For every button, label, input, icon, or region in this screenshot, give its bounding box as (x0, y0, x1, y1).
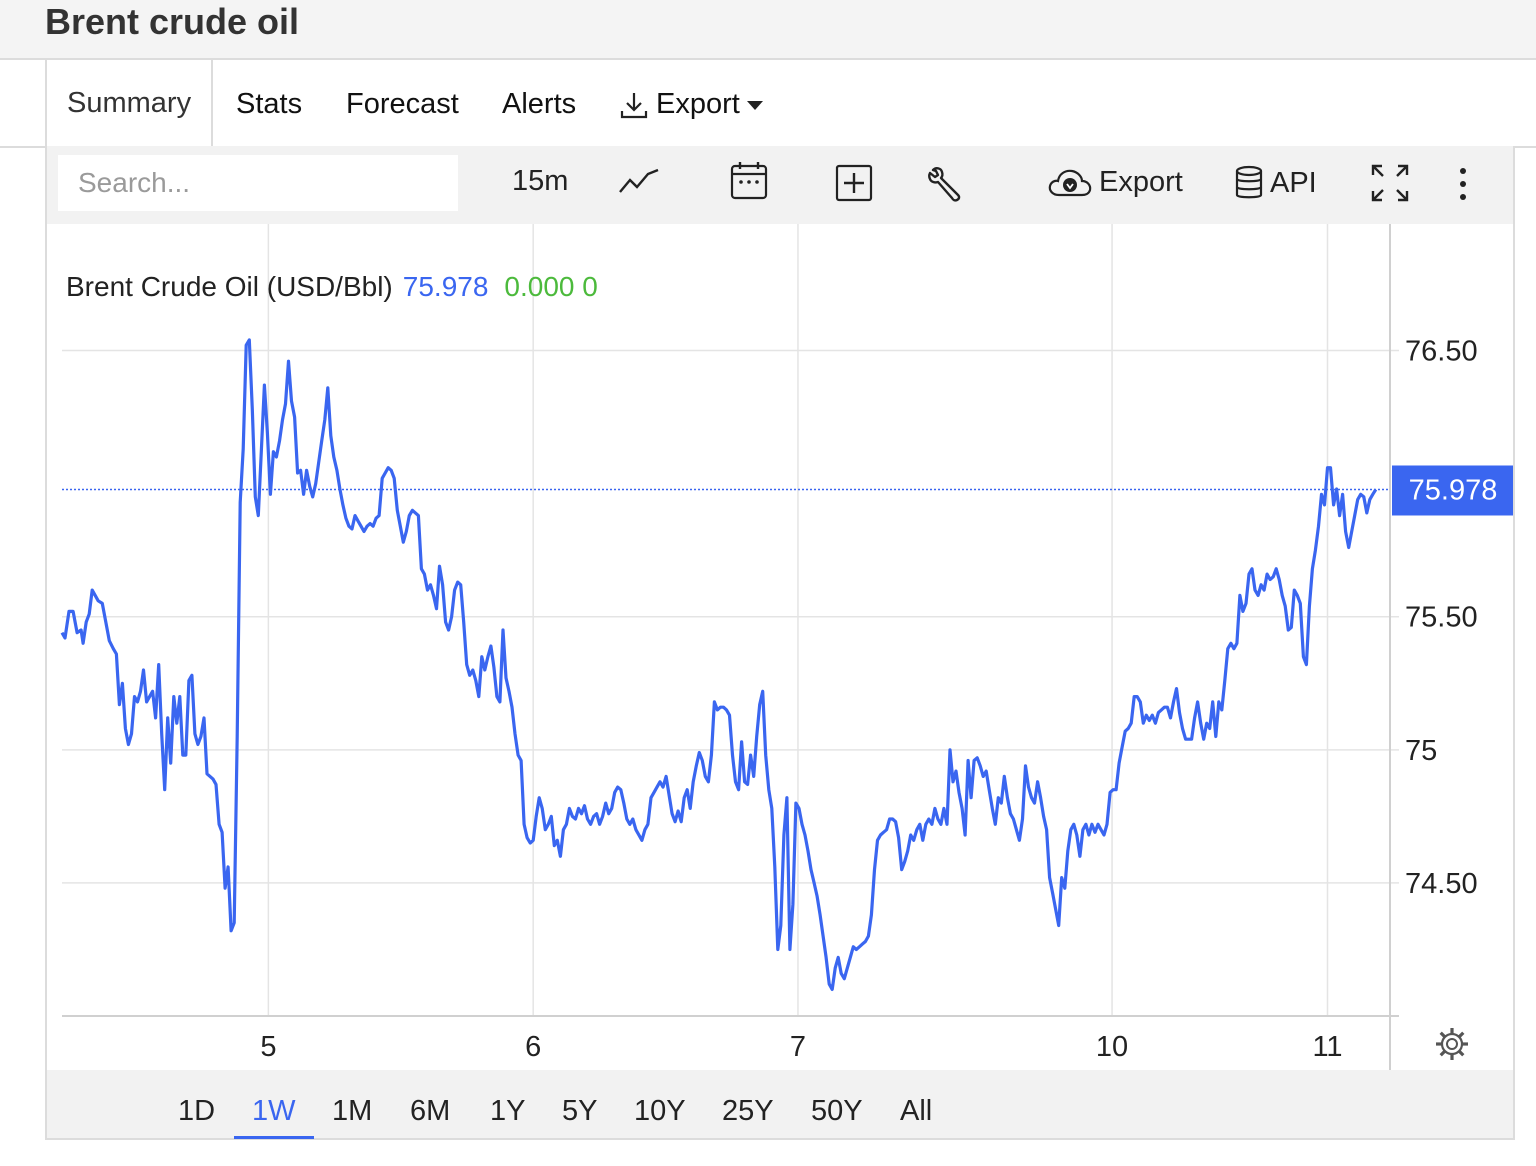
tab-bar: Summary Stats Forecast Alerts Export (0, 60, 1536, 148)
api-label: API (1270, 166, 1317, 199)
download-icon (620, 92, 648, 118)
caret-down-icon (746, 100, 763, 110)
interval-button[interactable]: 15m (512, 165, 569, 197)
compare-add-icon[interactable] (835, 164, 873, 202)
chart-panel (45, 146, 1515, 1140)
range-6m[interactable]: 6M (410, 1095, 451, 1127)
legend-label: Brent Crude Oil (USD/Bbl) (66, 271, 393, 302)
range-1y[interactable]: 1Y (490, 1095, 526, 1127)
chart-settings-icon[interactable] (1436, 1028, 1468, 1060)
search-input[interactable] (58, 155, 458, 211)
fullscreen-icon[interactable] (1370, 163, 1410, 203)
price-chart[interactable]: 74.50 75 75.50 76.50 5 6 7 10 11 75.978 Brent C… (47, 224, 1513, 1070)
last-price-badge-text: 75.978 (1409, 474, 1498, 506)
tab-export-label: Export (656, 88, 740, 120)
tab-stats[interactable]: Stats (236, 88, 303, 120)
active-range-underline (234, 1136, 314, 1139)
api-button[interactable]: API (1234, 165, 1317, 201)
x-tick-label: 11 (1312, 1031, 1342, 1063)
range-1d[interactable]: 1D (178, 1095, 216, 1127)
y-axis-ticks: 74.50 75 75.50 76.50 (1405, 336, 1478, 900)
y-tick-label: 74.50 (1405, 868, 1478, 900)
range-5y[interactable]: 5Y (562, 1095, 598, 1127)
line-chart-icon[interactable] (618, 166, 660, 198)
legend-change: 0.000 0 (504, 271, 597, 302)
cloud-download-icon (1048, 169, 1092, 197)
title-bar: Brent crude oil (0, 0, 1536, 60)
x-axis-ticks: 5 6 7 10 11 (260, 1031, 1342, 1063)
x-tick-label: 5 (260, 1031, 276, 1063)
range-25y[interactable]: 25Y (722, 1095, 774, 1127)
x-tick-label: 6 (525, 1031, 541, 1063)
price-series-line (60, 338, 1378, 991)
y-tick-label: 75.50 (1405, 602, 1478, 634)
range-selector-bar (47, 1070, 1513, 1138)
chart-legend: Brent Crude Oil (USD/Bbl) 75.978 0.000 0 (66, 271, 598, 302)
x-tick-label: 10 (1096, 1031, 1128, 1063)
y-tick-label: 76.50 (1405, 336, 1478, 368)
tab-summary[interactable]: Summary (45, 60, 214, 148)
range-1w[interactable]: 1W (252, 1095, 296, 1127)
database-icon (1235, 165, 1263, 199)
range-1m[interactable]: 1M (332, 1095, 373, 1127)
wrench-icon[interactable] (927, 164, 965, 204)
calendar-icon[interactable] (729, 160, 769, 202)
vertical-gridlines (267, 224, 1329, 1016)
tab-forecast[interactable]: Forecast (346, 88, 459, 120)
chart-export-label: Export (1099, 165, 1183, 198)
y-tick-label: 75 (1405, 735, 1437, 767)
tab-alerts[interactable]: Alerts (502, 88, 577, 120)
x-tick-label: 7 (790, 1031, 806, 1063)
chart-export-button[interactable]: Export (1047, 165, 1183, 199)
range-10y[interactable]: 10Y (634, 1095, 686, 1127)
range-all[interactable]: All (900, 1095, 933, 1127)
tab-export[interactable]: Export (618, 88, 764, 121)
more-options-icon[interactable] (1454, 166, 1472, 202)
page-title: Brent crude oil (45, 1, 300, 42)
range-50y[interactable]: 50Y (811, 1095, 863, 1127)
legend-value: 75.978 (403, 271, 489, 302)
last-price-badge (1392, 465, 1513, 516)
